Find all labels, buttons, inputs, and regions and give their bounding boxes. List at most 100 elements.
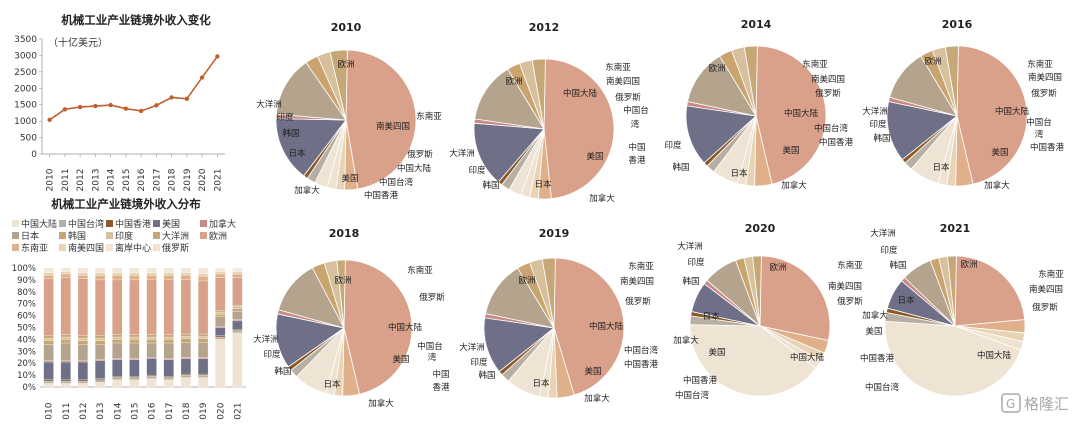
pie-label: 印度 [470,357,488,368]
pie-label: 韩国 [672,162,689,173]
bar-segment [94,267,106,271]
pie-label: 湾 [631,119,640,130]
bar-segment [112,336,123,340]
bar-segment [43,380,54,384]
pie-slice [752,255,762,327]
line-point [169,95,174,100]
legend-swatch [106,232,113,239]
pie-label: 中国台 [1026,117,1052,128]
pie-label: 中国大陆 [388,322,423,333]
bar-segment [60,361,71,381]
pie-label: 中国大陆 [397,163,432,174]
pie-title: 2012 [529,21,560,34]
x-tick-label: 2015 [130,403,140,420]
pie-label: 俄罗斯 [625,296,651,307]
legend-swatch [12,232,19,239]
pie-slice [884,320,1022,397]
bar-segment [146,357,157,359]
bar-segment [180,267,192,271]
bar-segment [94,272,106,276]
bar-segment [163,377,174,381]
pie-label: 俄罗斯 [837,296,863,307]
bar-segment [197,358,209,375]
bar-segment [197,276,209,282]
y-tick-label: 0% [23,383,37,393]
pie-label: 中国大陆 [563,88,598,99]
bar-segment [215,335,226,338]
x-tick-label: 2019 [199,402,209,420]
pie-slice [277,267,345,329]
bar-segment [197,377,209,388]
bar-segment [232,267,243,270]
pie-label: 美国 [865,326,882,337]
pie-label: 印度 [869,119,887,130]
bar-segment [163,358,174,360]
bar-segment [112,339,123,344]
pie-label: 加拿大 [294,185,320,196]
x-tick-label: 2018 [182,402,192,420]
y-tick-label: 2000 [14,84,37,94]
x-tick-label: 2017 [152,169,162,192]
x-tick-label: 2021 [213,169,223,192]
pie-label: 日本 [702,311,720,322]
pie-slice [543,58,615,200]
y-tick-label: 70% [17,300,36,310]
bar-segment [43,340,54,345]
legend-label: 中国香港 [115,218,151,230]
y-tick-label: 3500 [14,35,37,45]
bar-segment [43,344,54,361]
bar-segment [197,270,209,275]
bar-segment [60,277,71,335]
bar-segment [129,279,140,335]
watermark-text: 格隆汇 [1024,395,1069,413]
bar-segment [129,377,140,381]
y-tick-label: 500 [20,134,37,144]
bar-segment [60,270,71,272]
watermark-logo-icon [1001,393,1021,413]
bar-segment [60,334,71,338]
bar-segment [215,267,226,270]
pie-label: 加拿大 [584,393,610,404]
bar-segment [163,272,174,276]
bar-segment [197,373,209,376]
bar-segment [215,310,226,313]
bar-segment [232,277,243,306]
bar-segment [60,342,71,361]
bar-segment [94,382,106,388]
bar-segment [215,311,226,315]
pie-slice [743,45,758,117]
pie-label: 日本 [288,148,306,159]
pie-label: 中国大陆 [589,321,624,332]
x-tick-label: 2020 [198,168,208,191]
bar-segment [180,338,192,343]
legend-label: 欧洲 [209,230,227,242]
pie-label: 东南亚 [628,261,654,272]
pie-title: 2019 [539,227,570,240]
pie-slice [553,257,625,396]
line-point [215,54,220,59]
bar-segment [112,342,123,359]
pie-slice [275,313,345,368]
bar-segment [60,273,71,278]
legend-label: 大洋洲 [162,230,189,242]
bar-segment [180,375,192,378]
bar-segment [60,383,71,388]
pie-slice [944,45,959,117]
pie-label: 东南亚 [1027,59,1053,70]
pie-label: 加拿大 [781,180,807,191]
pie-label: 中国 [628,142,645,153]
pie-label: 俄罗斯 [1031,88,1057,99]
pie-title: 2021 [940,222,971,235]
bar-segment [146,358,157,376]
bar-segment [112,379,123,388]
legend-label: 离岸中心 [115,242,151,254]
pie-label: 韩国 [873,133,890,144]
bar-segment [129,274,140,281]
legend-swatch [12,220,19,227]
pie-label: 南美四国 [1029,284,1063,295]
legend-swatch [106,220,113,227]
